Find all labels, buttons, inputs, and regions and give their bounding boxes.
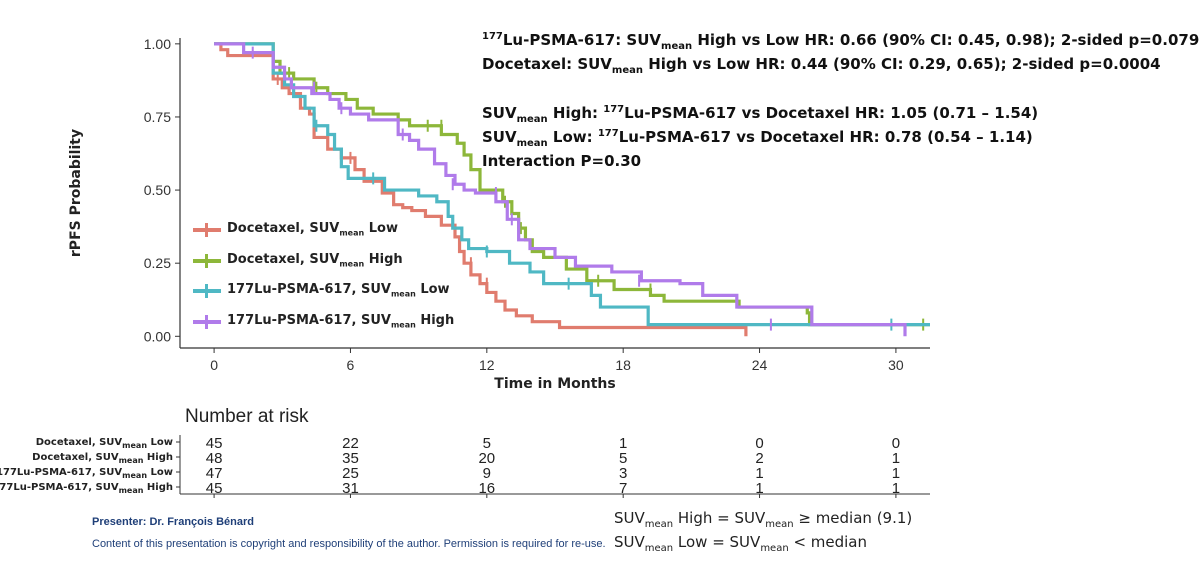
x-tick-label: 6 (347, 357, 355, 373)
y-tick-label: 1.00 (144, 36, 171, 52)
risk-value: 0 (755, 435, 764, 452)
risk-value: 1 (755, 465, 764, 482)
km-curve-3 (214, 42, 907, 337)
y-tick-label: 0.50 (144, 182, 171, 198)
risk-value: 5 (619, 450, 628, 467)
legend-key-lu-low (193, 284, 221, 298)
risk-table-title: Number at risk (185, 406, 309, 427)
risk-value: 35 (342, 450, 359, 467)
risk-row-label-docetaxel-high: Docetaxel, SUVmean High (32, 452, 173, 465)
risk-value: 25 (342, 465, 359, 482)
km-curves (214, 42, 930, 337)
risk-value: 16 (478, 480, 496, 497)
annotation-lu-high-vs-low: 177Lu-PSMA-617: SUVmean High vs Low HR: … (482, 31, 1200, 52)
risk-value: 20 (478, 450, 496, 467)
risk-value: 1 (891, 450, 901, 467)
risk-value: 45 (205, 480, 223, 497)
copyright-notice: Content of this presentation is copyrigh… (92, 538, 606, 550)
legend-label: Docetaxel, SUVmean Low (227, 221, 398, 238)
risk-value: 3 (619, 465, 628, 482)
y-tick-label: 0.75 (144, 109, 171, 125)
x-tick-label: 12 (479, 357, 495, 373)
risk-value: 9 (482, 465, 491, 482)
legend-label: 177Lu-PSMA-617, SUVmean Low (227, 282, 450, 299)
presenter-credit: Presenter: Dr. François Bénard (92, 516, 255, 528)
risk-value: 22 (342, 435, 359, 452)
km-curve-0 (214, 42, 748, 337)
risk-table-axis (176, 435, 930, 498)
risk-value: 48 (205, 450, 223, 467)
annotation-suv-high-hr: SUVmean High: 177Lu-PSMA-617 vs Docetaxe… (482, 104, 1039, 125)
annotation-interaction-p: Interaction P=0.30 (482, 152, 642, 170)
x-axis-title: Time in Months (494, 376, 615, 392)
x-tick-label: 0 (210, 357, 218, 373)
risk-value: 0 (891, 435, 901, 452)
x-tick-label: 18 (615, 357, 631, 373)
risk-value: 7 (619, 480, 628, 497)
y-tick-label: 0.25 (144, 255, 171, 271)
definition-suv-high: SUVmean High = SUVmean ≥ median (9.1) (614, 509, 913, 530)
risk-value: 31 (342, 480, 359, 497)
risk-value: 1 (891, 465, 901, 482)
risk-value: 2 (755, 450, 764, 467)
x-tick-label: 30 (888, 357, 904, 373)
legend-label: 177Lu-PSMA-617, SUVmean High (227, 312, 455, 330)
legend-label: Docetaxel, SUVmean High (227, 251, 403, 269)
y-axis-title: rPFS Probability (68, 129, 84, 257)
x-tick-label: 24 (752, 357, 768, 373)
risk-value: 1 (755, 480, 764, 497)
risk-row-label-lu-high: 177Lu-PSMA-617, SUVmean High (0, 482, 173, 495)
risk-value: 5 (482, 435, 491, 452)
risk-value: 47 (205, 465, 223, 482)
annotation-suv-low-hr: SUVmean Low: 177Lu-PSMA-617 vs Docetaxel… (482, 128, 1033, 149)
annotation-doce-high-vs-low: Docetaxel: SUVmean High vs Low HR: 0.44 … (482, 55, 1161, 76)
risk-value: 1 (619, 435, 628, 452)
risk-row-label-lu-low: 177Lu-PSMA-617, SUVmean Low (0, 467, 173, 480)
risk-value: 45 (205, 435, 223, 452)
plot-axes: 0.00 0.25 0.50 0.75 1.00 0 6 12 18 24 30 Time in Mo… (68, 36, 930, 392)
risk-row-label-docetaxel-low: Docetaxel, SUVmean Low (35, 437, 173, 450)
y-tick-label: 0.00 (144, 328, 171, 344)
definition-suv-low: SUVmean Low = SUVmean < median (614, 533, 868, 554)
legend-key-lu-high (193, 314, 221, 329)
legend-key-docetaxel-low (193, 223, 221, 237)
km-curve-2 (214, 42, 930, 327)
risk-value: 1 (891, 480, 901, 497)
legend-key-docetaxel-high (193, 253, 221, 268)
